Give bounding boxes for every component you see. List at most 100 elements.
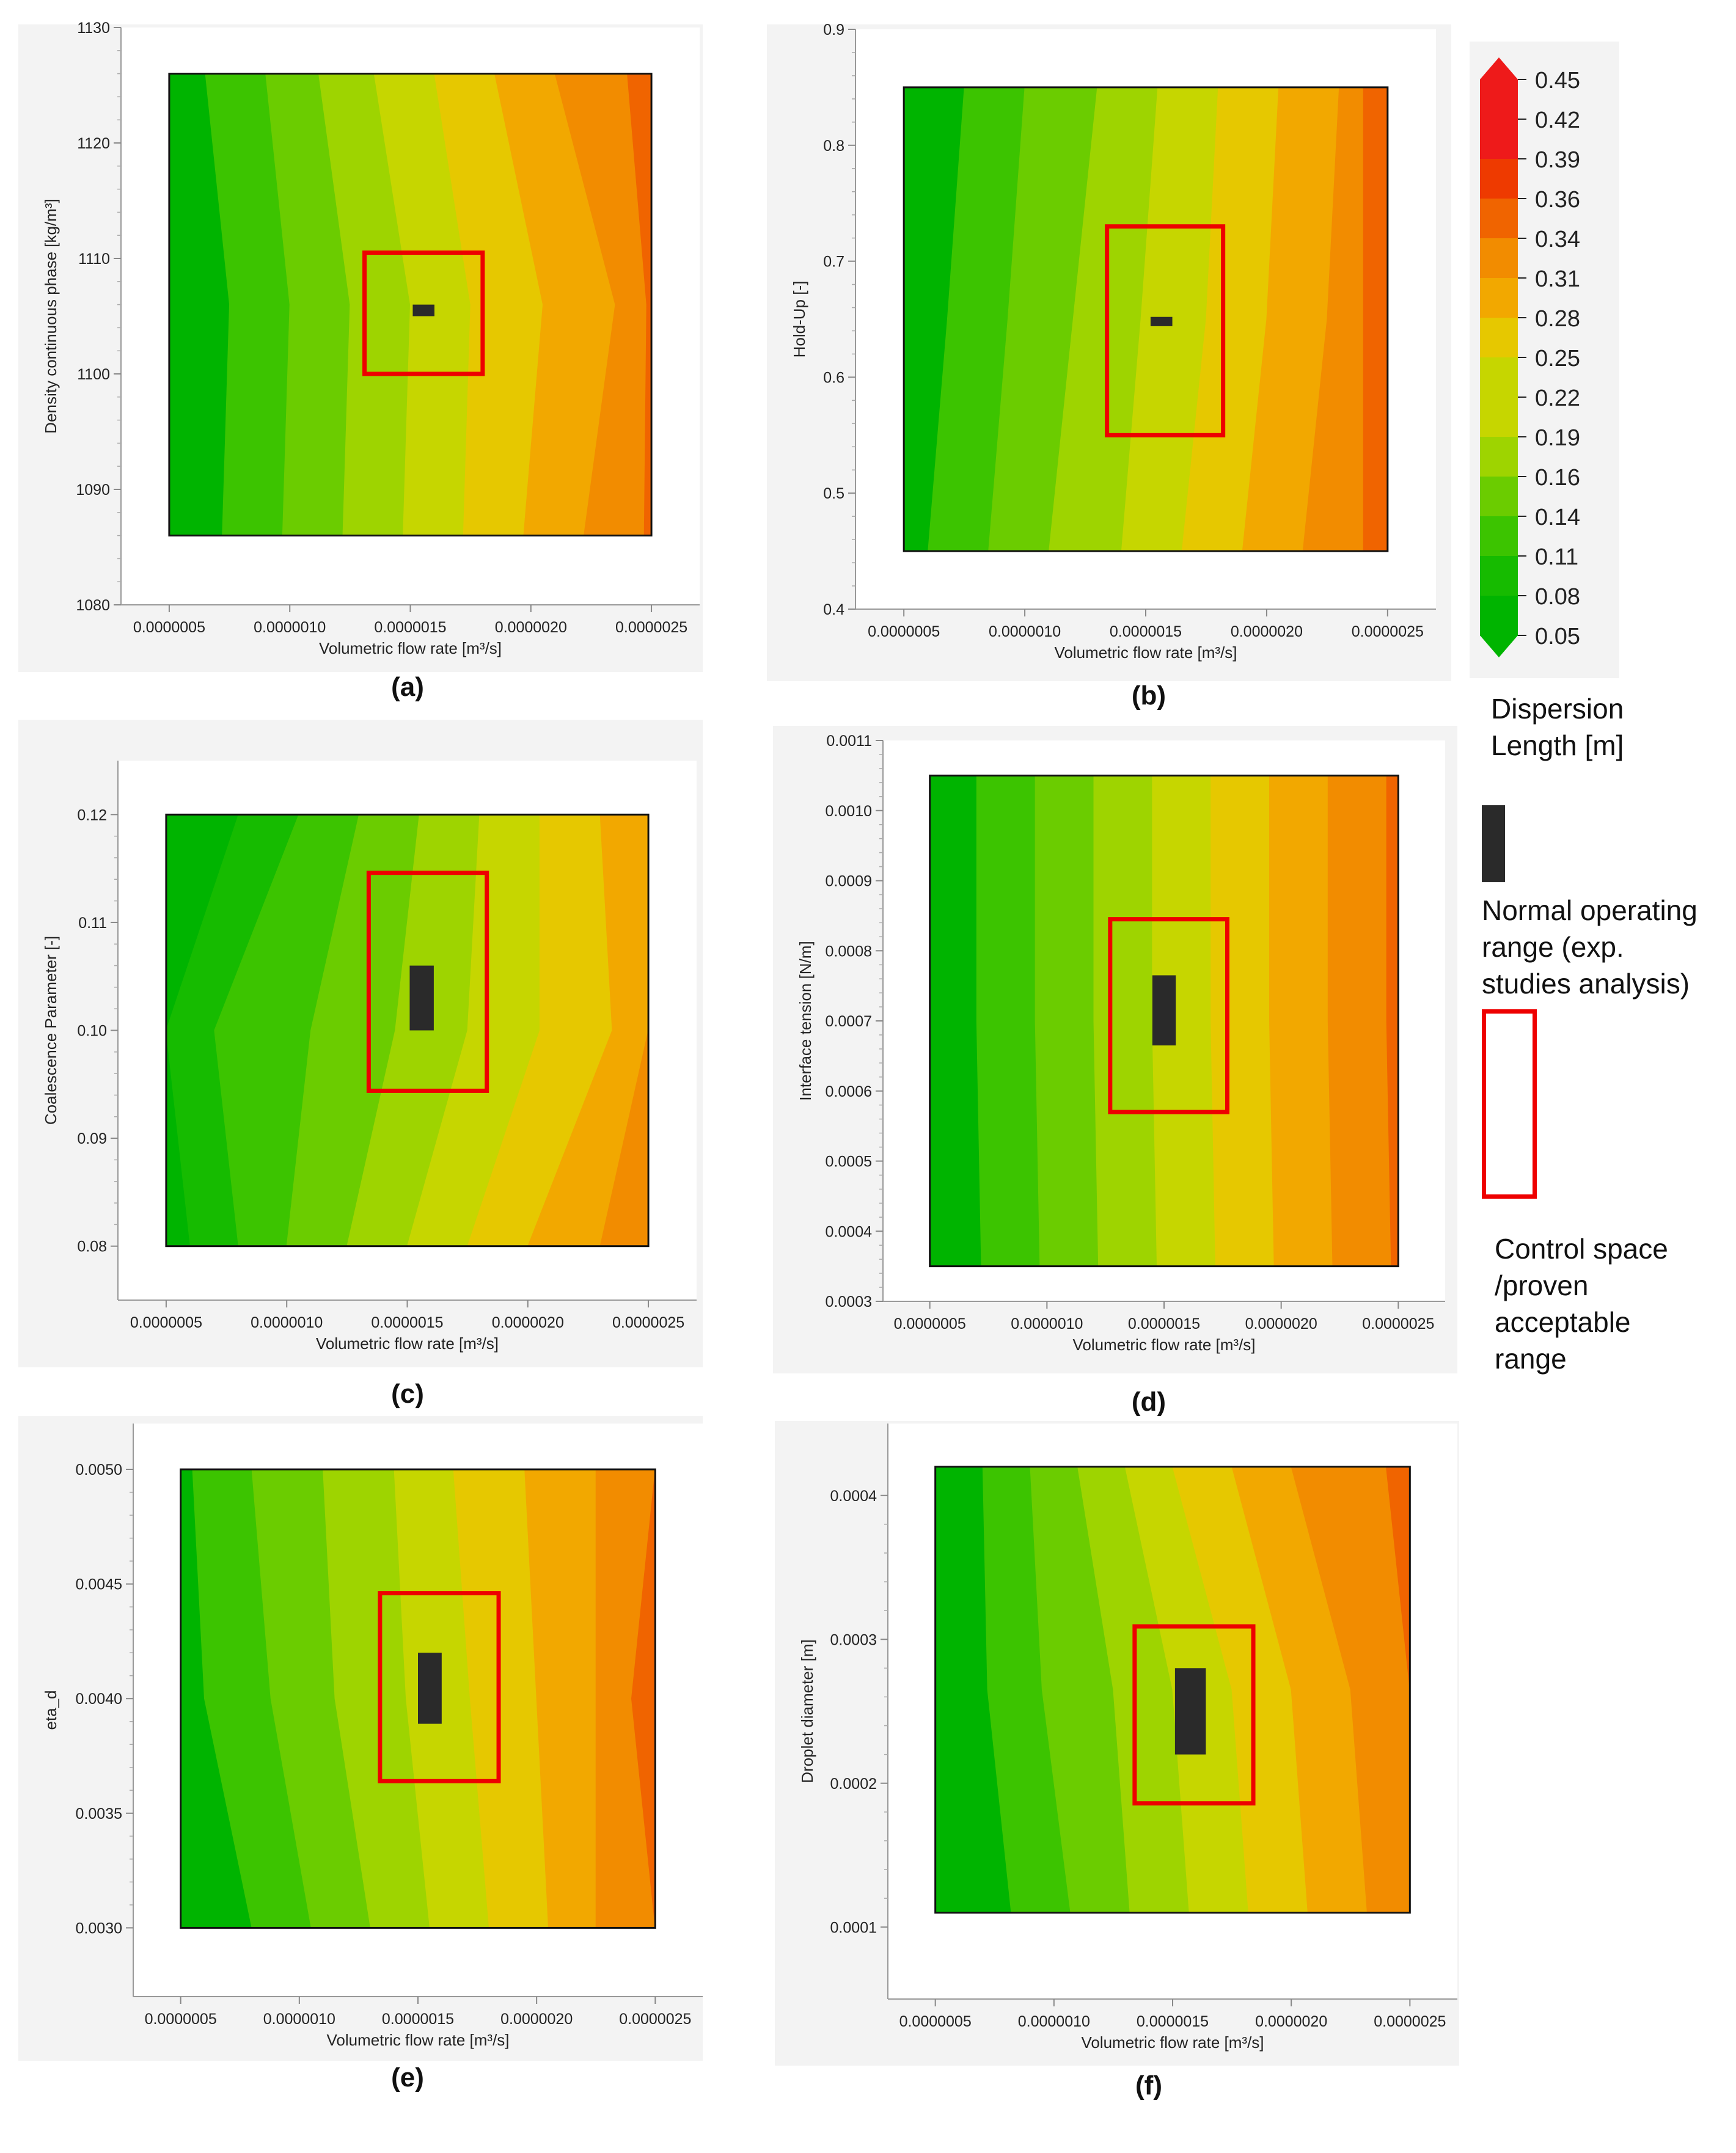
y-tick-label: 1080: [76, 597, 110, 614]
operating-range-line1: Normal operating: [1482, 894, 1698, 926]
y-tick-label: 0.0050: [76, 1461, 122, 1479]
caption-e: (e): [391, 2063, 424, 2093]
y-tick-label: 0.0008: [826, 943, 872, 960]
y-axis-label: Density continuous phase [kg/m³]: [42, 199, 60, 433]
y-tick-label: 0.0006: [826, 1083, 872, 1100]
y-tick-label: 0.0030: [76, 1920, 122, 1937]
x-axis-label: Volumetric flow rate [m³/s]: [319, 639, 502, 657]
colorbar-tick-label: 0.45: [1535, 68, 1580, 93]
x-axis-label: Volumetric flow rate [m³/s]: [1054, 643, 1237, 662]
y-tick-label: 0.0004: [826, 1223, 873, 1240]
control-space-box: [366, 871, 489, 1093]
operating-range-label: Normal operating range (exp. studies ana…: [1482, 892, 1698, 1002]
x-tick-label: 0.0000005: [868, 623, 940, 640]
colorbar-top-arrow: [1480, 57, 1518, 79]
y-tick-label: 0.0040: [76, 1691, 122, 1708]
colorbar-tick-label: 0.25: [1535, 346, 1580, 371]
colorbar-segment: [1480, 357, 1518, 398]
x-tick-label: 0.0000020: [1245, 1315, 1317, 1332]
control-space-line2: /proven: [1495, 1270, 1589, 1301]
y-tick-label: 0.0045: [76, 1576, 122, 1593]
contour-frame: [934, 1466, 1411, 1914]
contour-band: [1210, 775, 1275, 1267]
x-tick-label: 0.0000010: [1018, 2013, 1090, 2030]
colorbar-tick-label: 0.11: [1535, 544, 1578, 570]
y-tick-label: 0.0035: [76, 1805, 122, 1822]
colorbar-segment: [1480, 79, 1518, 120]
y-tick-label: 0.08: [77, 1238, 107, 1256]
y-tick-label: 0.4: [823, 601, 844, 618]
x-tick-label: 0.0000010: [251, 1314, 323, 1331]
colorbar-segment: [1480, 437, 1518, 477]
y-tick-label: 0.0007: [826, 1013, 872, 1030]
colorbar-segment: [1480, 516, 1518, 557]
colorbar-segment: [1480, 596, 1518, 636]
colorbar-tick-label: 0.22: [1535, 386, 1580, 411]
chart-panel-b: 0.4 0.5 0.6 0.7 0.8 0.9 0.0000005 0.0000010 0.00…: [767, 21, 1451, 681]
chart-panel-e: 0.0030 0.0035 0.0040 0.0045 0.0050 0.0000005 0…: [18, 1416, 703, 2061]
contour-band: [1269, 775, 1333, 1267]
y-tick-label: 0.0003: [826, 1293, 872, 1310]
operating-range-marker: [409, 965, 434, 1031]
contour-frame: [903, 86, 1389, 552]
caption-f: (f): [1135, 2071, 1162, 2100]
y-axis-label: Interface tension [N/m]: [796, 941, 815, 1101]
y-tick-label: 0.0009: [826, 873, 872, 890]
colorbar-tick-label: 0.34: [1535, 227, 1580, 252]
control-space-box: [362, 250, 485, 376]
control-space-box: [378, 1591, 501, 1783]
contour-band: [976, 775, 1041, 1267]
y-tick-label: 1120: [77, 135, 110, 152]
colorbar-tick-label: 0.16: [1535, 465, 1580, 491]
y-tick-label: 0.8: [823, 137, 844, 155]
y-axis-label: eta_d: [42, 1690, 60, 1730]
colorbar-tick-label: 0.14: [1535, 505, 1580, 530]
contour-frame: [165, 813, 650, 1248]
contour-band: [929, 775, 982, 1267]
y-tick-label: 0.10: [77, 1023, 107, 1040]
x-tick-label: 0.0000020: [492, 1314, 564, 1331]
colorbar-segment: [1480, 397, 1518, 437]
contour-bands: [903, 87, 1388, 552]
contour-band: [1093, 775, 1158, 1267]
y-tick-label: 0.12: [77, 806, 107, 824]
x-tick-label: 0.0000010: [1011, 1315, 1083, 1332]
chart-panel-f: 0.0001 0.0002 0.0003 0.0004 0.0000005 0.00000…: [775, 1421, 1459, 2066]
x-tick-label: 0.0000020: [495, 619, 567, 636]
colorbar-tick-label: 0.08: [1535, 584, 1580, 610]
contour-bands: [166, 814, 649, 1247]
x-tick-label: 0.0000025: [1362, 1315, 1434, 1332]
control-space-line4: range: [1495, 1343, 1567, 1375]
y-tick-label: 1110: [78, 250, 110, 268]
x-tick-label: 0.0000005: [894, 1315, 966, 1332]
x-tick-label: 0.0000025: [1374, 2013, 1446, 2030]
contour-frame: [168, 73, 653, 537]
x-tick-label: 0.0000005: [145, 2011, 217, 2028]
caption-a: (a): [391, 672, 424, 702]
colorbar-tick-label: 0.28: [1535, 306, 1580, 332]
operating-range-marker: [1152, 975, 1176, 1046]
contour-bands: [929, 775, 1399, 1267]
operating-range-marker: [418, 1653, 442, 1724]
y-tick-label: 0.0003: [830, 1631, 877, 1648]
colorbar-tick-label: 0.36: [1535, 187, 1580, 213]
control-space-line3: acceptable: [1495, 1306, 1631, 1338]
contour-bands: [169, 73, 652, 536]
x-tick-label: 0.0000015: [371, 1314, 443, 1331]
x-tick-label: 0.0000005: [130, 1314, 202, 1331]
caption-c: (c): [391, 1379, 424, 1409]
x-tick-label: 0.0000015: [1128, 1315, 1200, 1332]
y-tick-label: 0.0011: [826, 733, 872, 750]
contour-band: [1035, 775, 1099, 1267]
contour-bands: [935, 1466, 1410, 1914]
colorbar-tick-label: 0.42: [1535, 108, 1580, 133]
y-tick-label: 1100: [77, 366, 110, 383]
colorbar-segment: [1480, 477, 1518, 517]
x-tick-label: 0.0000020: [500, 2011, 573, 2028]
colorbar-tick-label: 0.31: [1535, 266, 1580, 292]
x-tick-label: 0.0000025: [1352, 623, 1424, 640]
x-axis-label: Volumetric flow rate [m³/s]: [326, 2031, 509, 2049]
colorbar-bottom-arrow: [1480, 635, 1518, 657]
x-axis-label: Volumetric flow rate [m³/s]: [1072, 1336, 1255, 1354]
y-tick-label: 0.11: [78, 915, 107, 932]
